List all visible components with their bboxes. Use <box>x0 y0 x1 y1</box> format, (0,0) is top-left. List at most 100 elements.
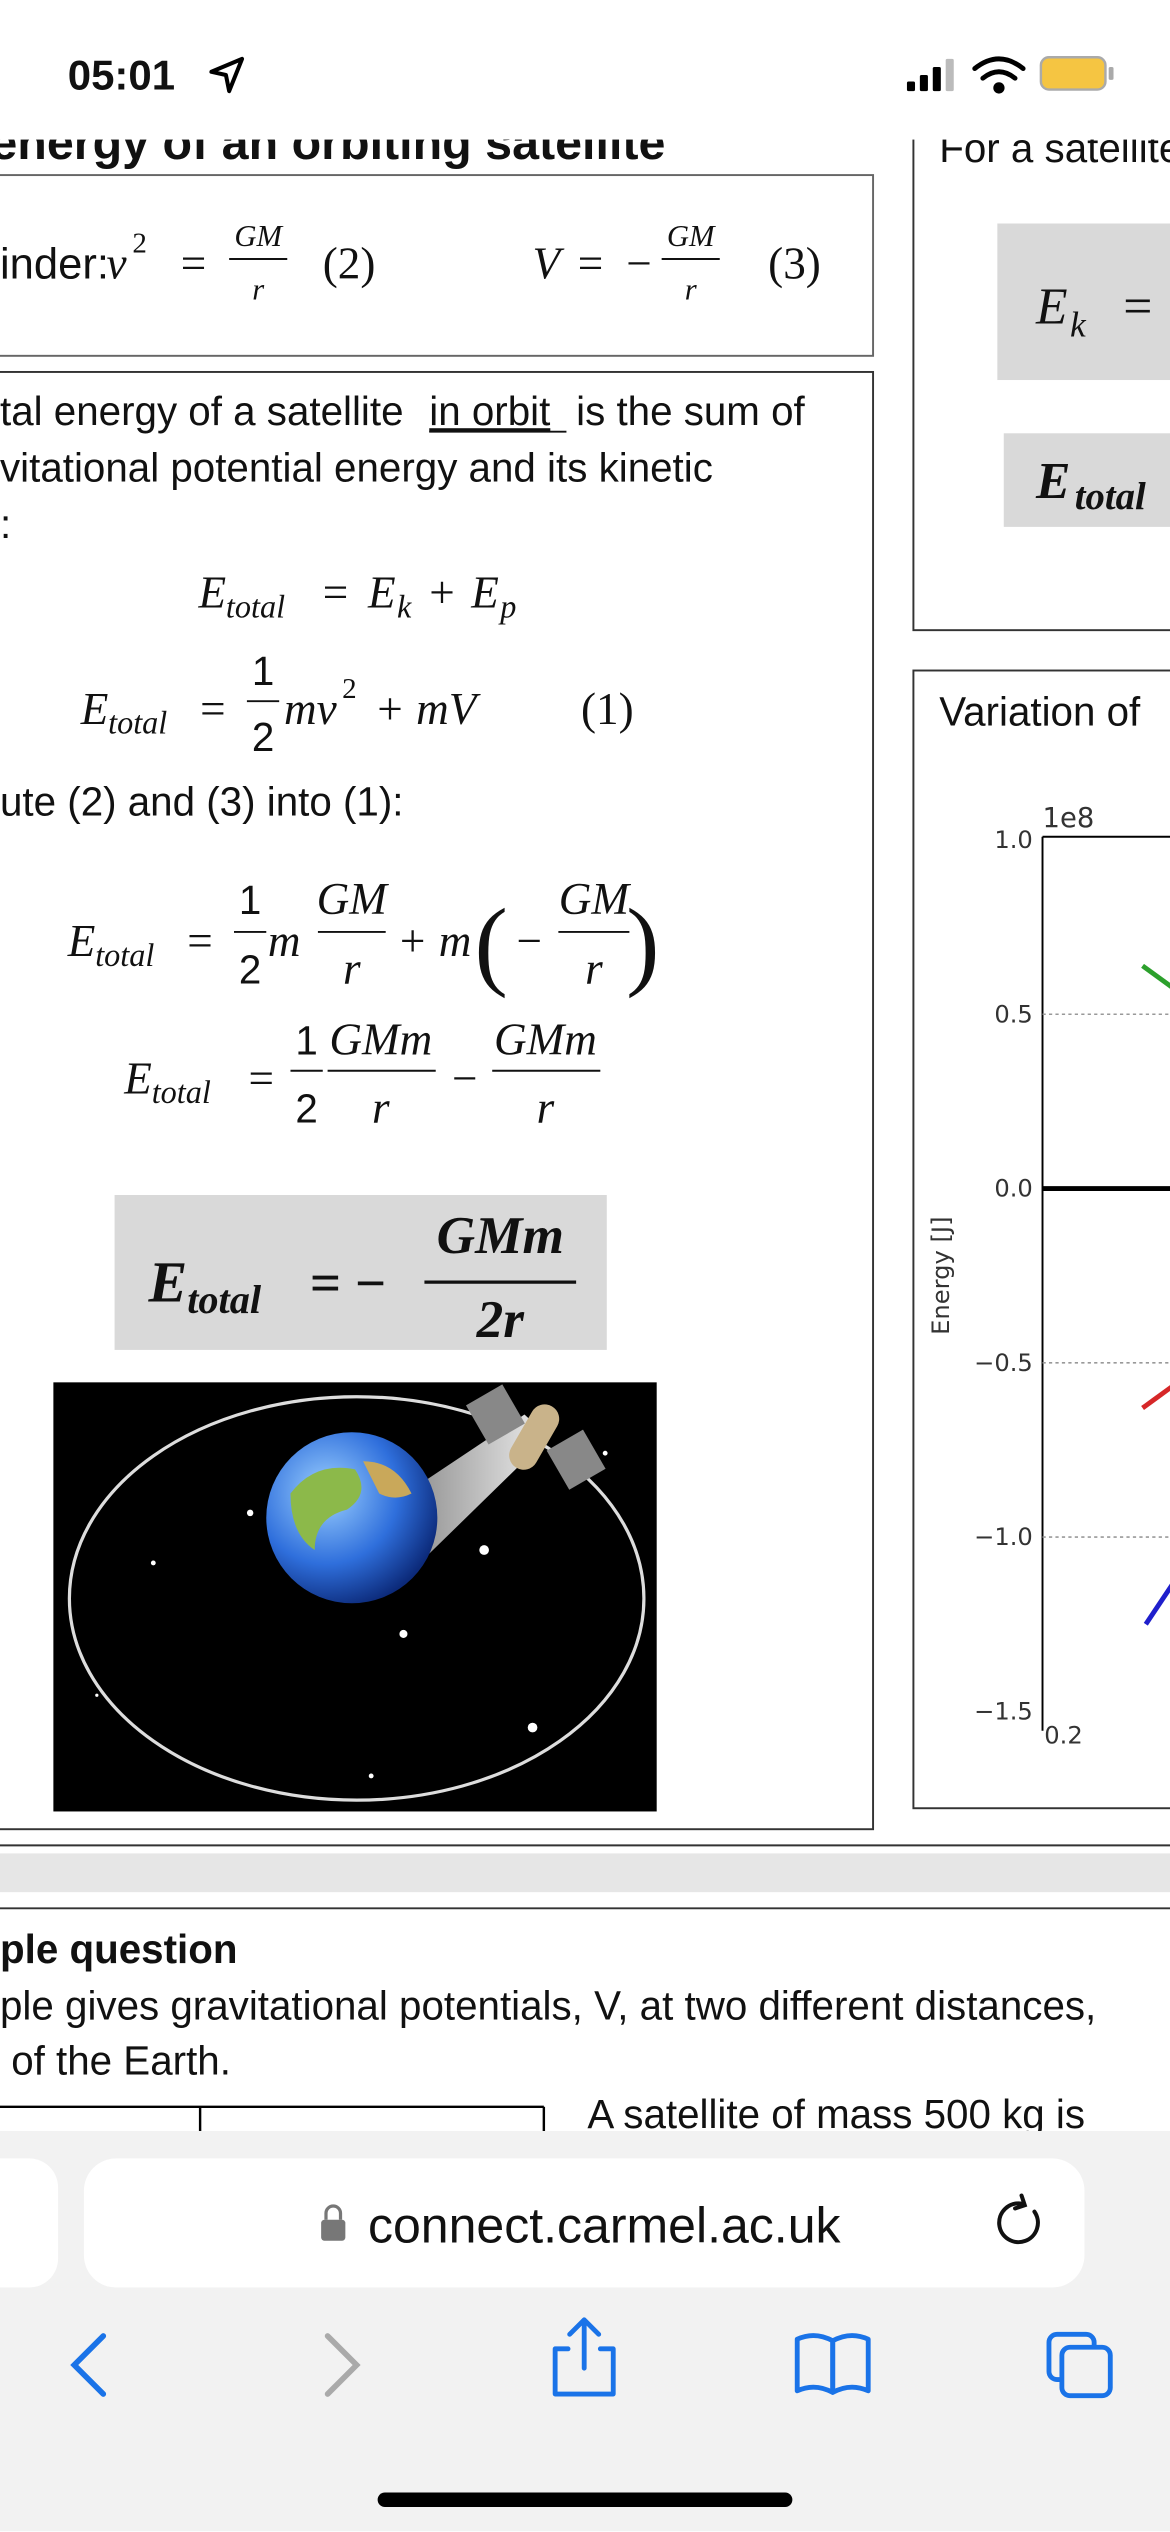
previous-tab[interactable] <box>0 2158 59 2288</box>
math: GM <box>667 219 716 253</box>
math: r <box>537 1082 555 1132</box>
graph-title: Variation of <box>939 688 1141 734</box>
reminder-label: inder: <box>0 240 109 288</box>
paragraph: ple gives gravitational potentials, V, a… <box>0 1983 1096 2029</box>
illustration <box>53 1382 657 1812</box>
reminder-box <box>0 174 875 357</box>
math: GM <box>234 219 283 253</box>
math: total <box>226 588 285 624</box>
location-icon <box>209 56 245 94</box>
math: r <box>372 1082 390 1132</box>
math: = <box>1123 279 1152 336</box>
math: E <box>123 1053 152 1103</box>
x-tick-label: 0.2 <box>1044 1722 1082 1750</box>
bookmarks-button[interactable] <box>794 2333 871 2395</box>
plot-line <box>1143 1583 1170 1626</box>
math: total <box>1075 475 1146 518</box>
math: − <box>626 238 651 288</box>
math: 2 <box>342 673 357 705</box>
math: − <box>516 916 541 966</box>
math: V <box>533 238 565 288</box>
math: = <box>249 1053 274 1103</box>
math: (3) <box>768 238 821 288</box>
math: (1) <box>581 684 634 734</box>
y-tick-label: −0.5 <box>974 1349 1033 1377</box>
math: E <box>80 684 109 734</box>
plot-line <box>1141 963 1170 989</box>
math: = <box>578 238 603 288</box>
math: total <box>152 1074 211 1110</box>
y-tick-label: −1.0 <box>974 1523 1033 1551</box>
math: GM <box>559 874 632 924</box>
math: (2) <box>323 238 376 288</box>
battery-tip <box>1108 66 1114 80</box>
wifi-icon <box>972 56 1026 94</box>
math: 2 <box>239 947 261 993</box>
signal-icon <box>906 58 954 92</box>
math: = <box>187 916 212 966</box>
math: total <box>187 1277 262 1322</box>
math: − <box>452 1053 477 1103</box>
forward-button[interactable] <box>324 2333 361 2397</box>
math: 2 <box>252 714 274 760</box>
math: E <box>470 568 499 618</box>
back-button[interactable] <box>70 2333 107 2397</box>
url: connect.carmel.ac.uk <box>368 2197 842 2253</box>
math: k <box>397 588 412 624</box>
math: E <box>67 916 96 966</box>
paragraph: : <box>0 501 11 547</box>
math: E <box>197 568 226 618</box>
math: GMm <box>329 1015 432 1065</box>
math: E <box>1035 453 1070 510</box>
paragraph-underline: in orbit <box>429 388 550 434</box>
y-tick-label: 1.0 <box>994 826 1032 854</box>
separator-band <box>0 1853 1170 1893</box>
lock-shackle <box>324 2204 343 2220</box>
offset-label: 1e8 <box>1043 803 1095 834</box>
math: = <box>200 684 225 734</box>
graph-box <box>912 669 1170 1810</box>
result-box <box>114 1194 607 1350</box>
math: p <box>498 588 516 624</box>
address-bar[interactable] <box>83 2158 1085 2288</box>
math: ( <box>474 888 507 999</box>
paragraph: of the Earth. <box>0 2038 231 2084</box>
math: 1 <box>295 1018 317 1064</box>
paragraph: tal energy of a satellite <box>0 388 404 434</box>
content-box <box>0 370 875 1831</box>
math: r <box>252 272 265 306</box>
math: GM <box>317 874 390 924</box>
clock: 05:01 <box>68 52 175 99</box>
reload-button[interactable] <box>997 2193 1040 2245</box>
y-tick-label: −1.5 <box>974 1697 1033 1725</box>
math: E <box>147 1250 187 1315</box>
battery-icon <box>1039 56 1107 91</box>
paragraph: is the sum of <box>576 388 805 434</box>
formula-box <box>1003 433 1170 527</box>
math: m <box>268 916 301 966</box>
math: = − <box>310 1253 386 1314</box>
math: 2 <box>295 1085 317 1131</box>
math: 1 <box>252 648 274 694</box>
paragraph: vitational potential energy and its kine… <box>0 445 713 491</box>
lock-icon <box>321 2219 346 2241</box>
share-button[interactable] <box>552 2317 616 2397</box>
math: 2 <box>132 228 147 260</box>
math: total <box>95 937 154 973</box>
tabs-button[interactable] <box>1046 2331 1113 2399</box>
math: 2r <box>476 1290 526 1349</box>
math: = <box>323 568 348 618</box>
y-axis-label: Energy [J] <box>927 1216 955 1334</box>
formula-box <box>997 223 1170 381</box>
math: 1 <box>239 877 261 923</box>
math: total <box>108 704 167 740</box>
math: r <box>343 944 361 994</box>
y-tick-label: 0.5 <box>994 1000 1032 1028</box>
math: E <box>367 568 396 618</box>
math: = <box>181 238 206 288</box>
math: r <box>585 944 603 994</box>
paragraph: A satellite of mass 500 kg is <box>587 2091 1085 2137</box>
math: mv <box>284 684 338 734</box>
math: E <box>1035 279 1068 336</box>
